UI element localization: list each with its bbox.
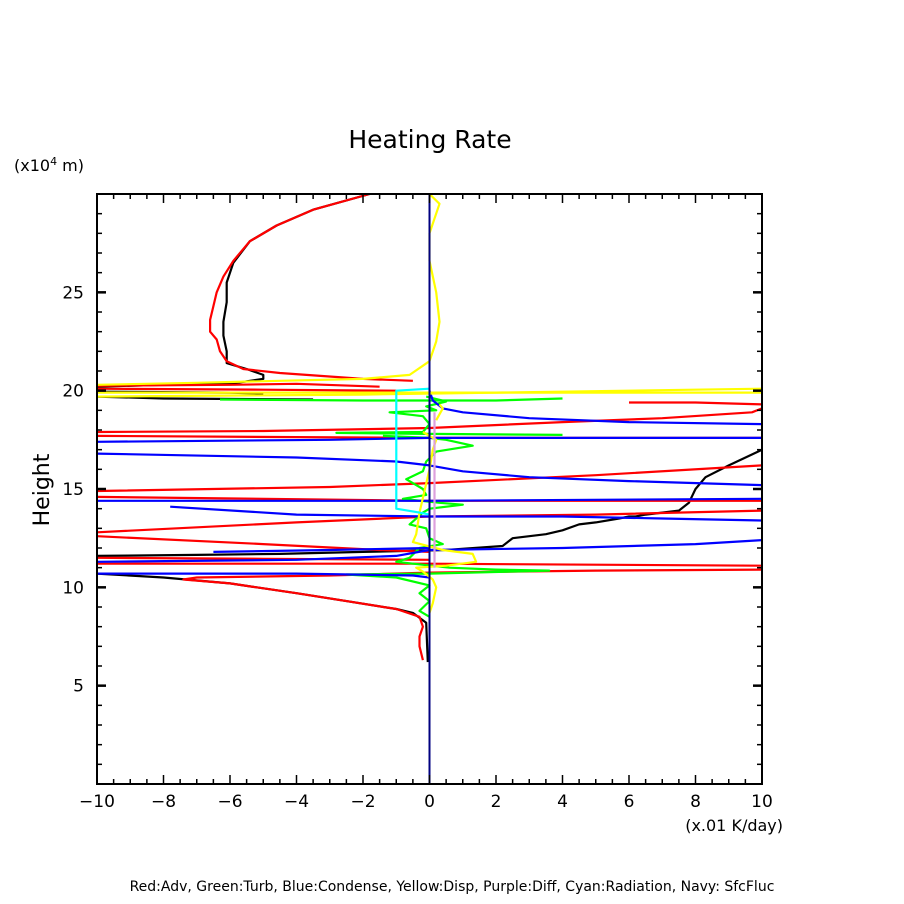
series-total-segment	[96, 192, 370, 388]
series-total-segment	[96, 572, 429, 663]
series-adv-segment	[96, 387, 397, 392]
y-tick-label: 15	[62, 480, 84, 500]
series-condense-segment	[213, 546, 430, 553]
x-tick-label: −10	[79, 792, 115, 812]
y-unit-tail: m)	[57, 156, 84, 175]
series-radiation	[395, 387, 430, 516]
x-tick-label: 4	[557, 792, 568, 812]
series-adv-segment	[209, 192, 413, 382]
series-disp-segment	[411, 431, 478, 614]
series-turb-segment	[345, 434, 551, 618]
series-condense-segment	[97, 572, 430, 579]
series-adv-segment	[96, 535, 430, 553]
x-unit-label: (x.01 K/day)	[685, 816, 783, 835]
series-condense-segment	[96, 452, 763, 487]
y-unit-base: (x10	[14, 156, 50, 175]
series-layer	[96, 192, 763, 784]
axes-layer: −10 −8 −6 −4 −2 0 2 4 6 8 10 5 10 15 20 25	[62, 193, 773, 812]
x-tick-label: −2	[350, 792, 375, 812]
series-disp-segment	[435, 403, 444, 421]
series-radiation-segment	[395, 387, 430, 516]
y-tick-label: 10	[62, 578, 84, 598]
series-adv-segment	[96, 556, 430, 561]
x-tick-label: −8	[151, 792, 176, 812]
series-condense-segment	[96, 436, 762, 443]
series-condense-segment	[428, 390, 763, 426]
chart-title: Heating Rate	[348, 125, 511, 154]
series-turb-segment	[219, 397, 563, 402]
series-adv-segment	[96, 407, 763, 434]
y-unit-label: (x104 m)	[14, 155, 84, 175]
x-tick-label: 2	[491, 792, 502, 812]
x-tick-label: −4	[284, 792, 309, 812]
series-adv-segment	[96, 382, 380, 388]
series-condense-segment	[170, 505, 763, 522]
x-tick-label: 8	[690, 792, 701, 812]
series-adv-segment	[182, 568, 763, 661]
y-tick-label: 20	[62, 382, 84, 402]
legend-text: Red:Adv, Green:Turb, Blue:Condense, Yell…	[130, 879, 775, 895]
y-tick-label: 25	[62, 283, 84, 303]
x-tick-label: 10	[751, 792, 773, 812]
y-unit-exp: 4	[50, 155, 57, 168]
y-tick-label: 5	[73, 677, 84, 697]
series-adv-segment	[629, 401, 763, 406]
x-tick-label: 0	[424, 792, 435, 812]
x-tick-label: 6	[624, 792, 635, 812]
series-turb-segment	[335, 395, 563, 436]
y-axis-label: Height	[30, 453, 55, 526]
series-disp-segment	[96, 193, 441, 386]
x-tick-label: −6	[217, 792, 242, 812]
